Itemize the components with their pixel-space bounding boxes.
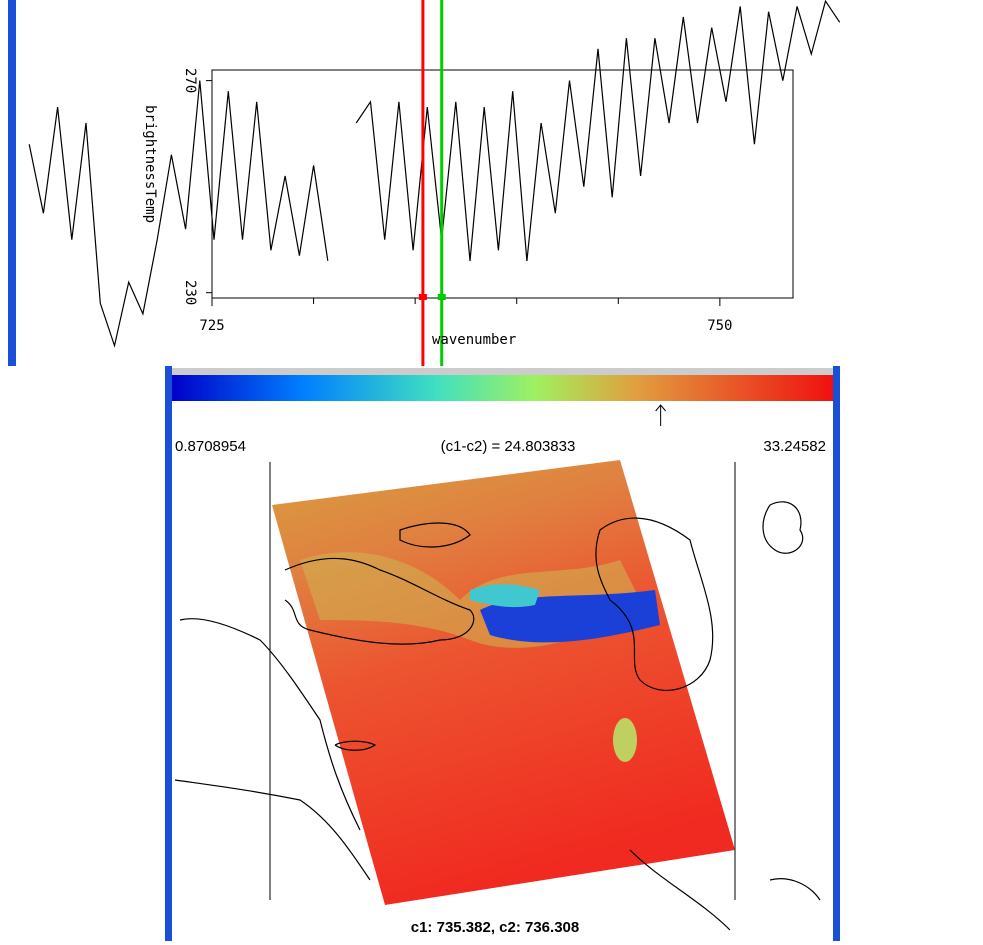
difference-label: (c1-c2) = 24.803833	[441, 438, 576, 455]
colorbar-arrow	[655, 404, 667, 426]
y-axis-label: brightnessTemp	[142, 105, 158, 223]
panel-border	[165, 366, 172, 941]
panel-border	[833, 366, 840, 941]
x-tick-label: 750	[707, 318, 732, 334]
status-text: c1: 735.382, c2: 736.308	[411, 919, 579, 936]
panel-strip	[172, 368, 833, 375]
spectrum-line	[28, 0, 841, 348]
x-tick-label: 725	[199, 318, 224, 334]
y-tick-label: 270	[182, 68, 198, 93]
plot-frame	[211, 69, 794, 299]
panel-border	[8, 0, 16, 366]
coastlines	[174, 501, 821, 931]
min-label: 0.8708954	[175, 438, 246, 455]
satellite-scene	[272, 460, 735, 905]
cursor-handle	[418, 294, 427, 300]
colorbar	[172, 375, 833, 401]
scene-patch	[470, 584, 540, 608]
cursor-handle	[437, 294, 446, 300]
y-tick-label: 230	[182, 280, 198, 305]
max-label: 33.24582	[763, 438, 826, 455]
x-axis-label: wavenumber	[432, 332, 516, 348]
scene-patch	[613, 718, 637, 762]
